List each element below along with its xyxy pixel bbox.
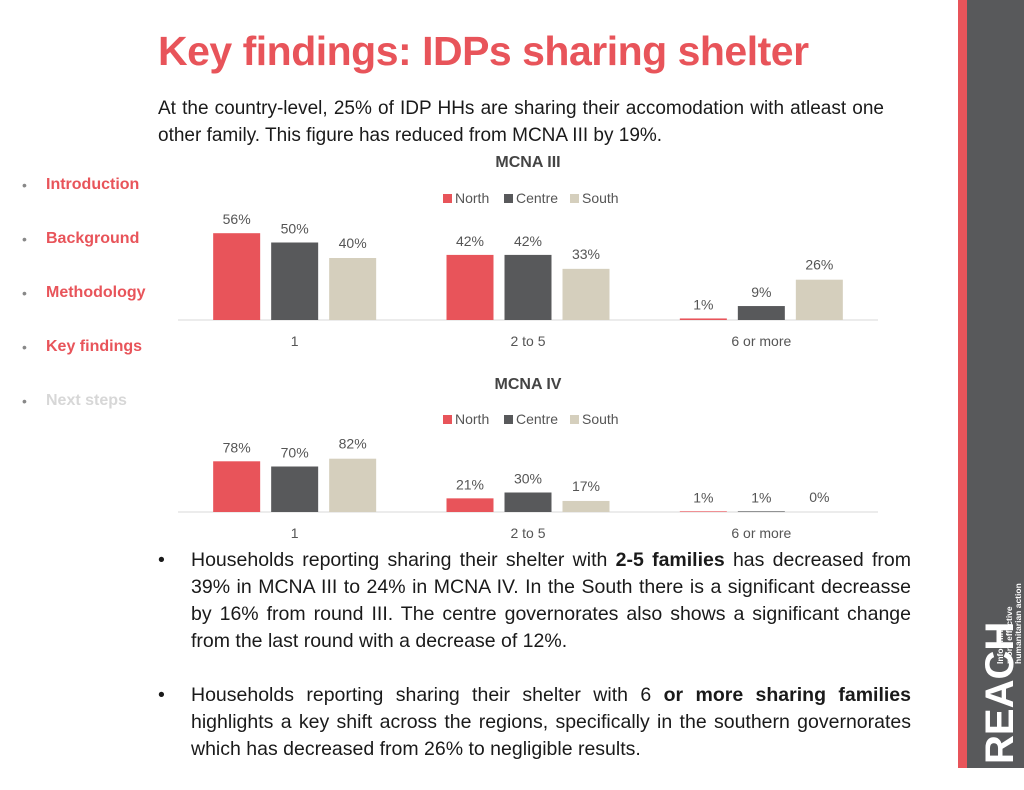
bar-north (213, 461, 261, 512)
data-label: 33% (572, 246, 600, 262)
data-label: 42% (514, 233, 542, 249)
data-label: 82% (339, 436, 367, 452)
legend-swatch-north (443, 194, 452, 203)
legend-label-south: South (582, 190, 619, 206)
legend-swatch-centre (504, 415, 513, 424)
right-sidebar: REACH Informing more effective humanitar… (958, 0, 1024, 768)
data-label: 0% (809, 489, 829, 505)
list-bullet: • (158, 684, 165, 706)
reach-logo-text: REACH (978, 622, 1022, 764)
intro-text: At the country-level, 25% of IDP HHs are… (158, 98, 884, 146)
legend-swatch-centre (504, 194, 513, 203)
data-label: 17% (572, 478, 600, 494)
reach-logo: REACH Informing more effective humanitar… (978, 583, 1023, 764)
data-label: 30% (514, 471, 542, 487)
legend-swatch-north (443, 415, 452, 424)
reach-tagline-3: humanitarian action (1013, 583, 1023, 664)
nav-item-label: Methodology (46, 284, 146, 301)
legend-label-south: South (582, 411, 619, 427)
data-label: 1% (693, 489, 713, 505)
x-tick-label: 1 (291, 525, 299, 541)
chart-svg-mcna-iv: North Centre South 78% 70% 82% 1 21% 30% 17% 2 to … (178, 411, 878, 541)
data-label: 50% (281, 221, 309, 237)
bar-north (446, 254, 494, 320)
nav-item-key-findings[interactable]: • Key findings (22, 320, 146, 374)
chart-mcna-iv: North Centre South 78% 70% 82% 1 21% 30% 17% 2 to … (178, 404, 878, 554)
bar-north (679, 318, 727, 320)
x-tick-label: 6 or more (731, 525, 791, 541)
finding-text-bold: 2-5 families (615, 549, 725, 571)
data-label: 1% (751, 489, 771, 505)
data-label: 1% (693, 296, 713, 312)
bar-centre (737, 511, 785, 512)
legend-label-centre: Centre (516, 190, 558, 206)
x-tick-label: 2 to 5 (510, 525, 545, 541)
bar-centre (504, 492, 552, 512)
findings-list: • Households reporting sharing their she… (158, 547, 911, 790)
bar-south (562, 500, 610, 512)
nav-item-label: Next steps (46, 392, 127, 409)
bar-south (329, 458, 377, 512)
finding-item: • Households reporting sharing their she… (158, 682, 911, 763)
legend-label-north: North (455, 190, 489, 206)
finding-text-part: has decreased from 39% in MCNA III to 24… (191, 549, 911, 652)
list-bullet: • (158, 549, 165, 571)
finding-text-part: Households reporting sharing their shelt… (191, 684, 664, 706)
nav-bullet: • (22, 177, 27, 193)
finding-item: • Households reporting sharing their she… (158, 547, 911, 655)
data-label: 56% (223, 211, 251, 227)
data-label: 78% (223, 439, 251, 455)
x-tick-label: 6 or more (731, 333, 791, 349)
reach-tagline-1: Informing (995, 625, 1005, 664)
nav-item-label: Introduction (46, 176, 140, 193)
chart-title-mcna-iv: MCNA IV (494, 376, 562, 393)
legend-swatch-south (570, 194, 579, 203)
nav-item-introduction[interactable]: • Introduction (22, 158, 146, 212)
section-nav: • Introduction • Background • Methodolog… (22, 158, 146, 428)
nav-item-next-steps[interactable]: • Next steps (22, 374, 146, 428)
bar-north (213, 233, 261, 320)
nav-bullet: • (22, 339, 27, 355)
bar-south (795, 279, 843, 320)
bar-centre (271, 466, 319, 512)
finding-text: Households reporting sharing their shelt… (191, 682, 911, 763)
finding-text: Households reporting sharing their shelt… (191, 547, 911, 655)
finding-text-part: highlights a key shift across the region… (191, 711, 911, 760)
nav-item-background[interactable]: • Background (22, 212, 146, 266)
nav-bullet: • (22, 285, 27, 301)
nav-item-label: Background (46, 230, 140, 247)
nav-item-methodology[interactable]: • Methodology (22, 266, 146, 320)
data-label: 42% (456, 233, 484, 249)
data-label: 21% (456, 476, 484, 492)
finding-text-part: Households reporting sharing their shelt… (191, 549, 616, 571)
bar-south (329, 258, 377, 320)
legend-label-centre: Centre (516, 411, 558, 427)
data-label: 40% (339, 235, 367, 251)
bar-centre (737, 306, 785, 320)
x-tick-label: 2 to 5 (510, 333, 545, 349)
data-label: 70% (281, 445, 309, 461)
bar-centre (271, 242, 319, 320)
bar-north (679, 511, 727, 512)
bar-south (562, 268, 610, 320)
legend-swatch-south (570, 415, 579, 424)
chart-mcna-iii: North Centre South 56% 50% 40% 1 42% 42% 33% 2 to … (178, 182, 878, 354)
nav-bullet: • (22, 393, 27, 409)
sidebar-accent-line (958, 0, 967, 768)
bar-centre (504, 254, 552, 320)
nav-bullet: • (22, 231, 27, 247)
finding-text-bold: or more sharing families (663, 684, 911, 706)
data-label: 26% (805, 257, 833, 273)
chart-title-mcna-iii: MCNA III (495, 154, 561, 171)
bar-north (446, 498, 494, 512)
x-tick-label: 1 (291, 333, 299, 349)
page-title: Key findings: IDPs sharing shelter (158, 28, 809, 74)
chart-svg-mcna-iii: North Centre South 56% 50% 40% 1 42% 42% 33% 2 to … (178, 190, 878, 349)
nav-item-label: Key findings (46, 338, 143, 355)
reach-tagline-2: more effective (1004, 606, 1014, 664)
data-label: 9% (751, 284, 771, 300)
legend-label-north: North (455, 411, 489, 427)
